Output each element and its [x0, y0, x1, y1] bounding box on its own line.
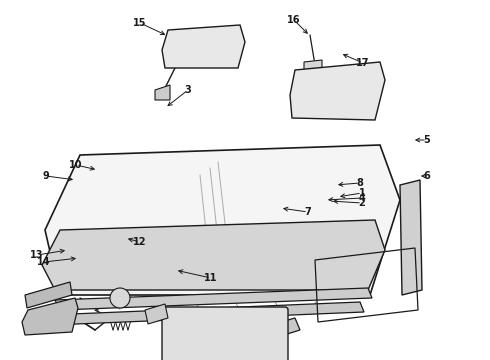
Text: 5: 5: [424, 135, 430, 145]
Text: 10: 10: [69, 160, 83, 170]
Circle shape: [110, 288, 130, 308]
Polygon shape: [45, 145, 400, 295]
Text: 16: 16: [287, 15, 301, 25]
Polygon shape: [260, 318, 300, 340]
Text: 9: 9: [43, 171, 49, 181]
FancyBboxPatch shape: [162, 307, 288, 360]
Text: 4: 4: [359, 193, 366, 203]
Text: 3: 3: [185, 85, 192, 95]
Polygon shape: [42, 220, 385, 290]
Text: 12: 12: [133, 237, 147, 247]
Text: 15: 15: [133, 18, 147, 28]
Polygon shape: [290, 62, 385, 120]
Polygon shape: [55, 288, 372, 310]
Polygon shape: [25, 282, 72, 308]
Text: 13: 13: [30, 250, 44, 260]
Polygon shape: [162, 25, 245, 68]
Text: 11: 11: [204, 273, 218, 283]
Polygon shape: [304, 60, 322, 74]
Polygon shape: [48, 302, 364, 325]
Polygon shape: [240, 342, 260, 360]
Text: 7: 7: [305, 207, 311, 217]
Polygon shape: [145, 304, 168, 324]
Text: 17: 17: [356, 58, 370, 68]
Text: 1: 1: [359, 188, 366, 198]
Text: 8: 8: [357, 178, 364, 188]
Polygon shape: [155, 85, 170, 100]
Text: 14: 14: [37, 257, 51, 267]
Polygon shape: [400, 180, 422, 295]
Text: 2: 2: [359, 198, 366, 208]
Polygon shape: [22, 298, 78, 335]
Text: 6: 6: [424, 171, 430, 181]
